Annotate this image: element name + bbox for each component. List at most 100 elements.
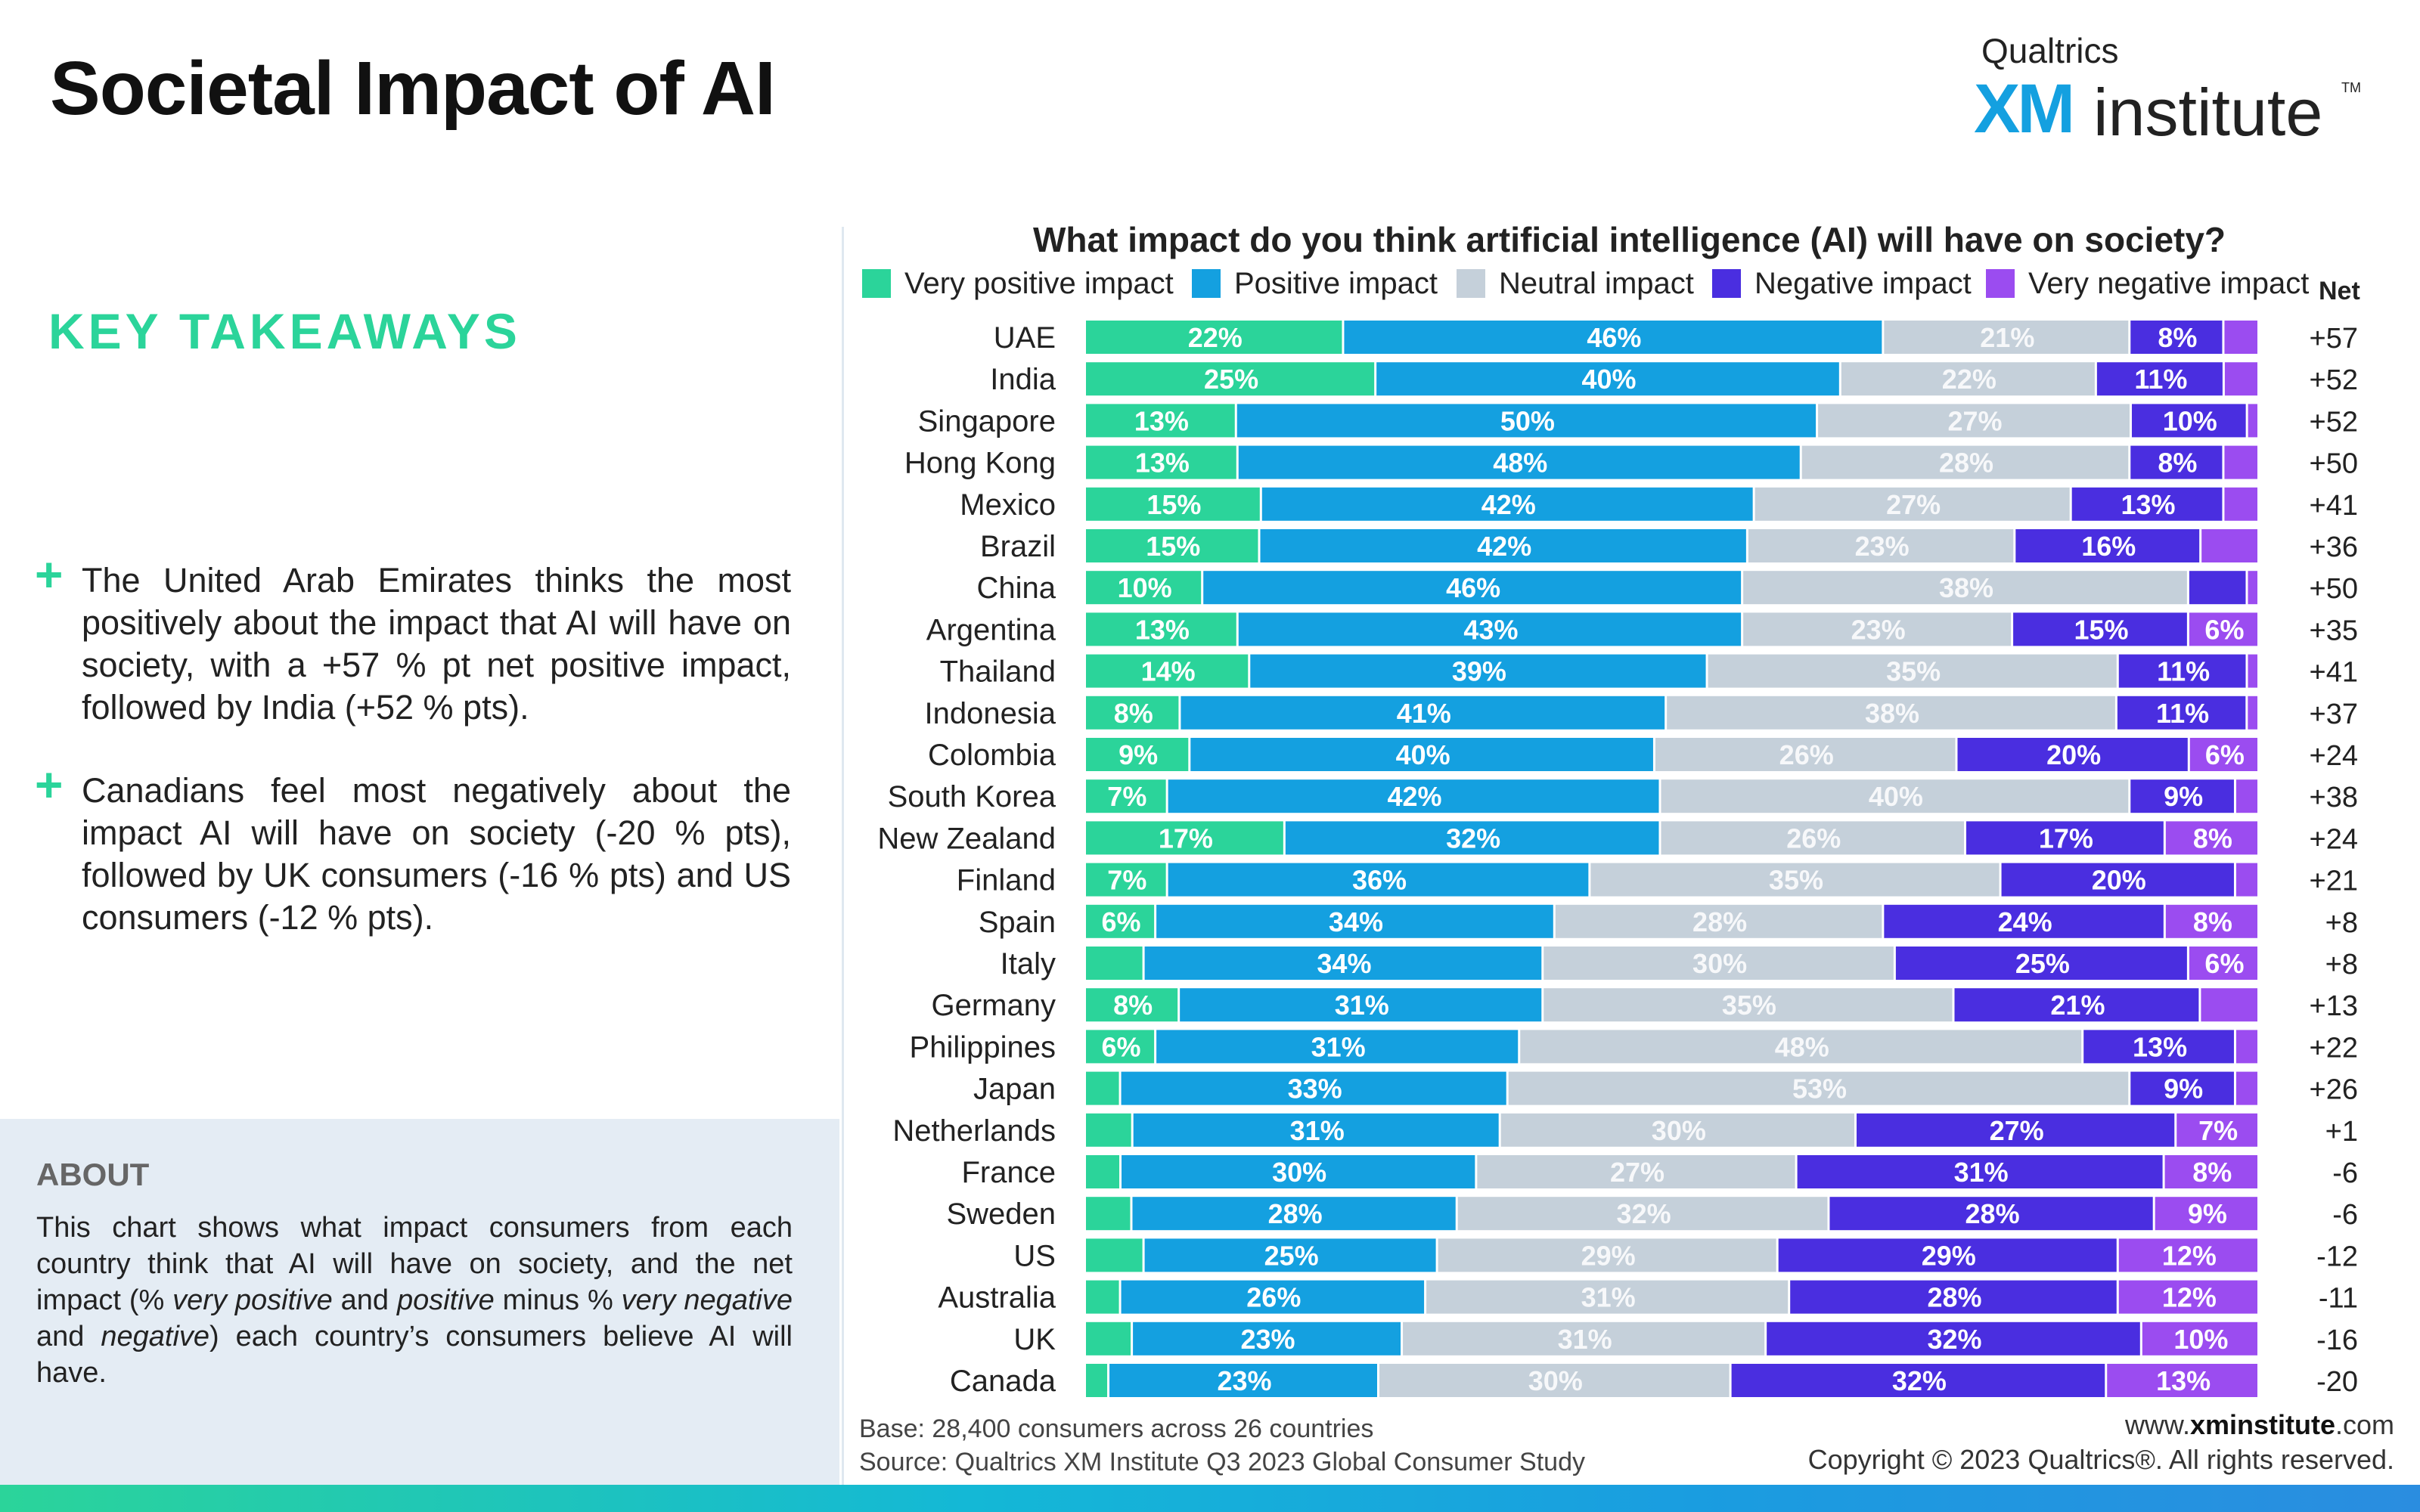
data-label: 20% — [2092, 865, 2146, 896]
bar-segment — [1133, 1113, 1499, 1147]
net-value: +13 — [2310, 990, 2358, 1022]
data-label: 6% — [1102, 906, 1141, 937]
bar-segment — [1238, 445, 1800, 479]
bar-segment — [2155, 1197, 2257, 1231]
data-label: 26% — [1786, 823, 1841, 854]
bar-segment — [1086, 612, 1236, 646]
data-label: 30% — [1272, 1157, 1326, 1188]
data-label: 34% — [1329, 906, 1383, 937]
data-label: 8% — [2193, 823, 2232, 854]
bar-segment — [2130, 779, 2234, 813]
category-label: China — [976, 572, 1056, 605]
bar-segment — [2176, 1113, 2257, 1147]
bar-segment — [2165, 821, 2257, 855]
net-value: -11 — [2319, 1283, 2358, 1315]
bar-segment — [1708, 654, 2117, 688]
bar-segment — [2201, 988, 2257, 1022]
category-label: Mexico — [960, 488, 1056, 522]
data-label: 31% — [1558, 1324, 1612, 1355]
data-label: 13% — [2156, 1365, 2211, 1396]
bar-segment — [1168, 779, 1659, 813]
data-label: 22% — [1942, 364, 1996, 395]
bar-segment — [1520, 1030, 2082, 1064]
bar-segment — [1133, 1321, 1401, 1356]
net-value: +38 — [2310, 782, 2358, 813]
net-value: +22 — [2310, 1032, 2358, 1064]
stacked-bar-chart: UAE 22% 46% 21% 8% +57 India 25% 40% 22% 11% +52 Sin… — [877, 321, 2358, 1398]
footer-website[interactable]: www.xminstitute.com — [2124, 1409, 2394, 1440]
logo-xm: XM — [1974, 70, 2075, 147]
bar-segment — [1156, 904, 1553, 938]
category-label: UK — [1013, 1323, 1056, 1356]
bar-segment — [1086, 1197, 1131, 1231]
bar-segment — [1086, 1364, 1108, 1397]
bar-segment — [1790, 1280, 2117, 1314]
bar-segment — [2189, 947, 2257, 980]
bar-segment — [1238, 612, 1742, 646]
plus-icon: + — [35, 758, 64, 812]
bar-segment — [1086, 821, 1283, 855]
bar-segment — [1260, 529, 1746, 562]
bar-segment — [1457, 1197, 1828, 1231]
data-label: 42% — [1388, 781, 1442, 812]
category-label: Italy — [1001, 947, 1056, 981]
footer-base: Base: 28,400 consumers across 26 countri… — [859, 1414, 1374, 1443]
data-label: 9% — [1118, 739, 1158, 770]
data-label: 26% — [1779, 739, 1834, 770]
bar-segment — [1156, 1030, 1519, 1064]
bar-segment — [1818, 404, 2130, 438]
net-value: +36 — [2310, 531, 2358, 563]
about-box: ABOUT This chart shows what impact consu… — [0, 1119, 839, 1489]
category-label: Germany — [932, 989, 1056, 1022]
data-label: 14% — [1141, 656, 1196, 687]
data-label: 53% — [1792, 1074, 1847, 1105]
data-label: 22% — [1188, 322, 1243, 353]
data-label: 6% — [2204, 948, 2244, 979]
bar-segment — [1661, 779, 2129, 813]
data-label: 31% — [1954, 1157, 2009, 1188]
legend-swatch — [1457, 269, 1485, 298]
legend-swatch — [862, 269, 891, 298]
net-value: -20 — [2316, 1366, 2358, 1398]
bar-segment — [1797, 1155, 2163, 1188]
data-label: 8% — [1114, 698, 1153, 729]
category-label: Australia — [938, 1281, 1056, 1315]
logo-institute: institute — [2093, 75, 2323, 150]
bar-segment — [1086, 1155, 1120, 1188]
bar-segment — [1086, 487, 1260, 521]
data-label: 25% — [1204, 364, 1258, 395]
data-label: 8% — [2192, 1157, 2232, 1188]
category-label: Canada — [950, 1365, 1056, 1398]
category-label: Hong Kong — [904, 447, 1056, 480]
legend-label: Very negative impact — [2028, 266, 2310, 300]
net-value: +35 — [2310, 615, 2358, 646]
data-label: 10% — [2173, 1324, 2228, 1355]
data-label: 26% — [1246, 1282, 1301, 1313]
data-label: 35% — [1886, 656, 1941, 687]
data-label: 48% — [1775, 1031, 1829, 1062]
category-label: Philippines — [910, 1030, 1056, 1064]
key-takeaways-heading: KEY TAKEAWAYS — [48, 303, 521, 359]
net-value: +37 — [2310, 699, 2358, 730]
bar-segment — [1144, 1238, 1436, 1272]
net-value: +8 — [2325, 949, 2358, 981]
category-label: Brazil — [980, 530, 1056, 563]
data-label: 25% — [1264, 1240, 1319, 1271]
bar-segment — [1544, 947, 1894, 980]
logo-trademark: TM — [2341, 80, 2361, 95]
data-label: 32% — [1446, 823, 1500, 854]
net-value: +24 — [2310, 823, 2358, 855]
data-label: 11% — [2157, 656, 2210, 687]
data-label: 28% — [1965, 1198, 2020, 1229]
category-label: New Zealand — [877, 822, 1056, 855]
bar-segment — [1121, 1071, 1506, 1105]
bar-segment — [2235, 1030, 2257, 1064]
data-label: 23% — [1851, 614, 1906, 645]
bar-segment — [1203, 571, 1742, 605]
data-label: 21% — [1980, 322, 2034, 353]
category-label: India — [990, 363, 1056, 396]
bar-segment — [2013, 612, 2187, 646]
bar-segment — [1086, 863, 1166, 897]
bar-segment — [2130, 445, 2223, 479]
bar-segment — [1379, 1364, 1730, 1397]
